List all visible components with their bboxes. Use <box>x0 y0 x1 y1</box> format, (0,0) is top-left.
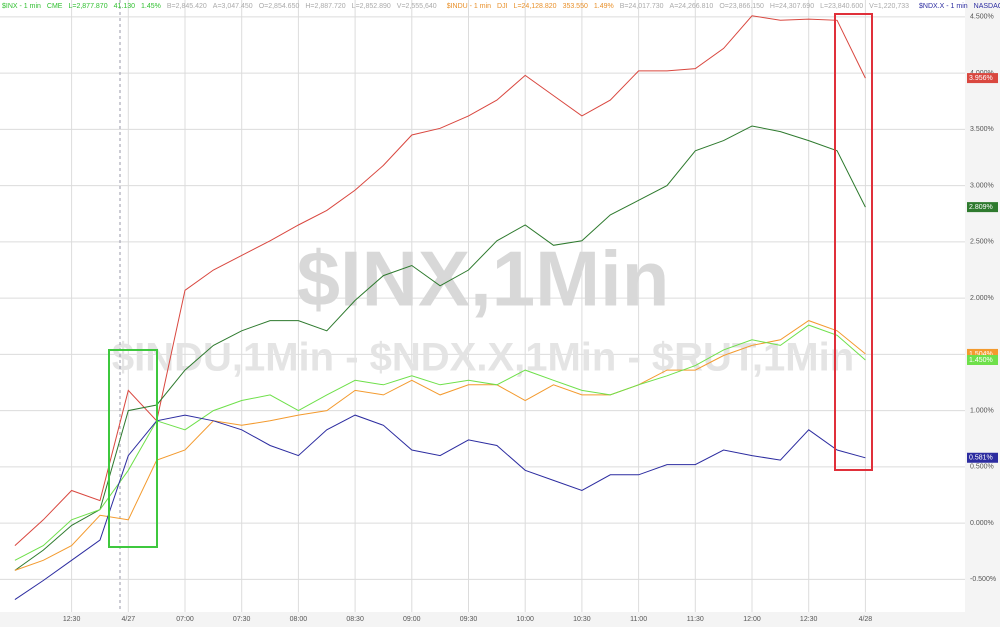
y-tick-label: 0.000% <box>970 520 994 527</box>
header-item: CME <box>47 3 63 10</box>
highlight-box <box>108 349 158 548</box>
x-tick-label: 08:30 <box>346 616 364 623</box>
watermark: $INX,1Min <box>297 235 670 323</box>
end-label: 2.809% <box>969 204 993 211</box>
x-tick-label: 12:00 <box>743 616 761 623</box>
end-label-box <box>967 452 998 463</box>
x-tick-label: 11:00 <box>630 616 647 623</box>
header-item: B=24,017.730 <box>620 3 664 10</box>
end-label-box <box>967 202 998 213</box>
x-axis-strip <box>0 612 965 627</box>
header-item: 1.49% <box>594 3 614 10</box>
header-item: DJI <box>497 3 508 10</box>
y-tick-label: 4.500% <box>970 14 994 21</box>
header-item: B=2,845.420 <box>167 3 207 10</box>
x-tick-label: 09:00 <box>403 616 421 623</box>
end-label: 0.581% <box>969 455 993 462</box>
y-tick-label: 2.500% <box>970 239 994 246</box>
header-item: A=24,266.810 <box>670 3 714 10</box>
x-tick-label: 07:00 <box>176 616 194 623</box>
y-tick-label: 3.000% <box>970 182 994 189</box>
x-tick-label: 12:30 <box>63 616 81 623</box>
header-item: $NDX.X - 1 min <box>919 3 968 10</box>
y-tick-label: 1.000% <box>970 407 994 414</box>
end-label: 3.956% <box>969 75 993 82</box>
header-item: O=2,854.650 <box>259 3 300 10</box>
y-tick-label: -0.500% <box>970 576 996 583</box>
header-item: H=24,307.690 <box>770 3 814 10</box>
header-item: L=23,840.600 <box>820 3 863 10</box>
x-tick-label: 11:30 <box>687 616 704 623</box>
highlight-box <box>834 13 873 471</box>
x-tick-label: 12:30 <box>800 616 818 623</box>
x-tick-label: 09:30 <box>460 616 478 623</box>
header-item: 353.550 <box>563 3 588 10</box>
grid <box>0 0 965 612</box>
y-axis-strip <box>965 0 1000 627</box>
x-tick-label: 10:00 <box>516 616 534 623</box>
header-item: 1.45% <box>141 3 161 10</box>
y-tick-label: 3.500% <box>970 126 994 133</box>
header-item: $INDU - 1 min <box>447 3 491 10</box>
header-item: L=24,128.820 <box>514 3 557 10</box>
header-item: V=1,220,733 <box>869 3 909 10</box>
header-item: NASDAQ <box>974 3 1000 10</box>
x-tick-label: 08:00 <box>290 616 308 623</box>
header-item: O=23,866.150 <box>719 3 764 10</box>
x-tick-label: 10:30 <box>573 616 591 623</box>
header-item: H=2,887.720 <box>305 3 345 10</box>
header-item: $INX - 1 min <box>2 3 41 10</box>
y-tick-label: 0.500% <box>970 464 994 471</box>
header-item: L=2,877.870 <box>68 3 107 10</box>
header-item: L=2,852.890 <box>352 3 391 10</box>
end-label-box <box>967 355 998 365</box>
header-item: 41.130 <box>114 3 136 10</box>
x-tick-label: 4/27 <box>121 616 135 623</box>
end-label-box <box>967 348 998 359</box>
header: $INX - 1 min CME L=2,877.870 41.130 1.45% B=2… <box>2 3 1000 10</box>
header-item: A=3,047.450 <box>213 3 253 10</box>
end-label: 1.450% <box>969 357 993 364</box>
header-item: V=2,555,640 <box>397 3 437 10</box>
x-tick-label: 4/28 <box>859 616 873 623</box>
y-tick-label: 2.000% <box>970 295 994 302</box>
end-label-box <box>967 73 998 84</box>
x-tick-label: 07:30 <box>233 616 251 623</box>
watermark: $INDU,1Min - $NDX.X,1Min - $RUT,1Min <box>112 336 854 380</box>
end-label: 1.504% <box>969 351 993 358</box>
